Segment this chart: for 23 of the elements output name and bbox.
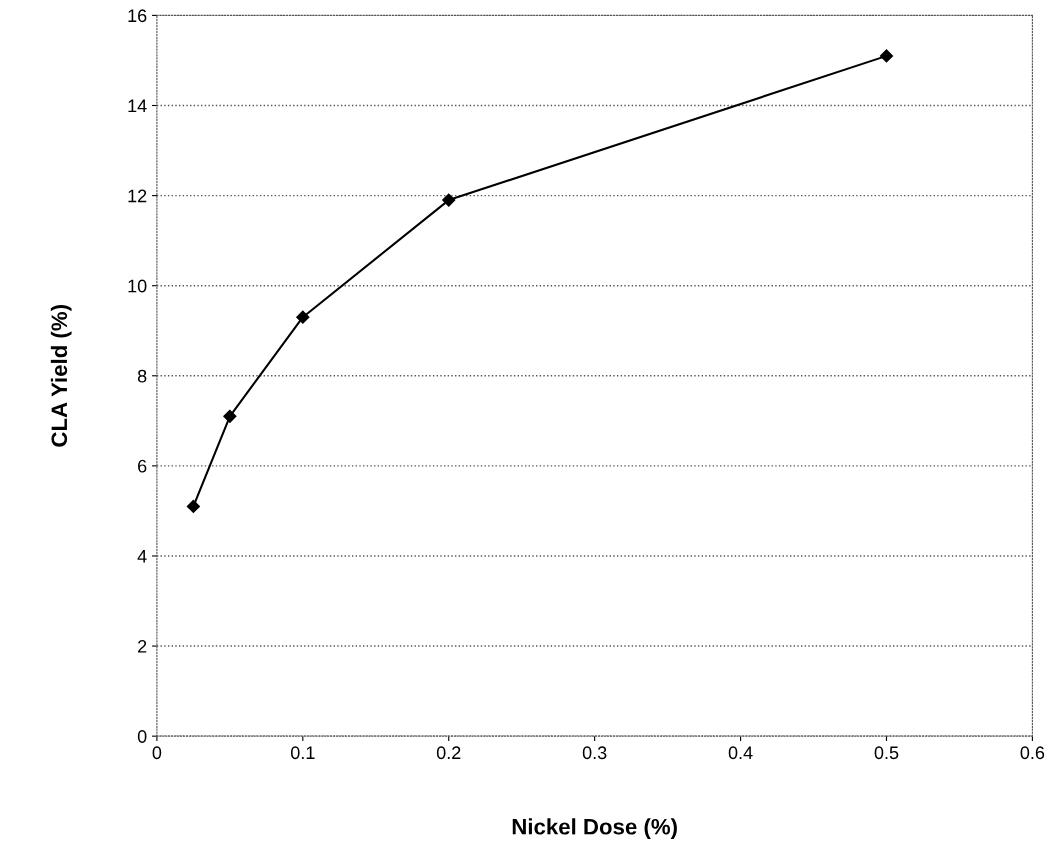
x-tick-label: 0 [152, 746, 162, 760]
y-tick-label: 8 [137, 369, 147, 383]
x-tick-label: 0.4 [728, 746, 753, 760]
x-tick-label: 0.2 [436, 746, 461, 760]
point [186, 499, 200, 514]
x-tick-label: 0.3 [582, 746, 607, 760]
y-tick-label: 6 [138, 459, 147, 473]
y-tick-label: 2 [138, 640, 147, 653]
y-tick-label: 0 [137, 730, 147, 743]
y-axis-title: CLA Yield (%) [50, 305, 72, 447]
point [296, 310, 310, 324]
x-tick-label: 0.5 [874, 746, 899, 760]
point [879, 49, 894, 63]
point [223, 409, 237, 423]
y-tick-label: 12 [128, 189, 147, 203]
x-tick-label: 0.6 [1020, 746, 1045, 760]
y-tick-label: 16 [128, 9, 147, 23]
y-tick-label: 10 [128, 279, 147, 293]
x-axis-title: Nickel Dose (%) [512, 818, 677, 839]
y-tick-label: 4 [137, 550, 147, 563]
y-tick-label: 14 [128, 99, 147, 113]
point [442, 193, 456, 207]
x-tick-label: 0.1 [290, 746, 315, 760]
